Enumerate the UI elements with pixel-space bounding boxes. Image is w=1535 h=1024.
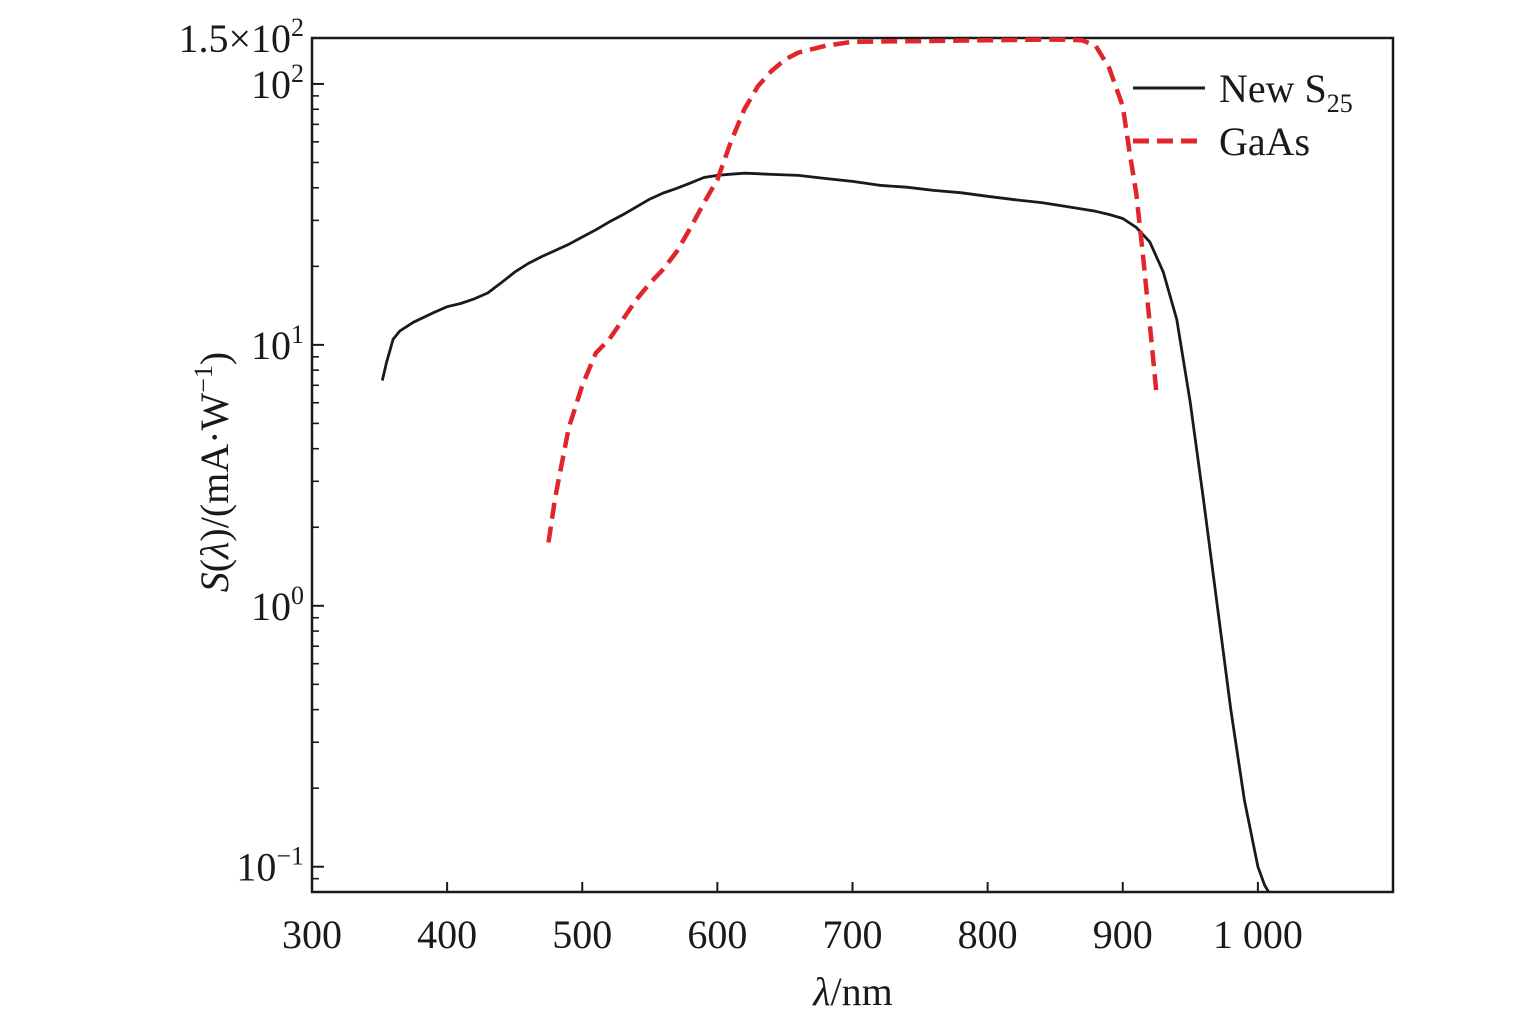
y-axis-paren-open: ( — [192, 559, 237, 572]
x-tick-label: 600 — [687, 912, 747, 957]
x-tick-label: 700 — [823, 912, 883, 957]
y-axis-rest: )/(mA·W — [192, 393, 237, 542]
legend: New S25 GaAs — [1133, 66, 1353, 164]
y-tick-label: 100 — [251, 581, 304, 629]
series-line-gaas — [546, 37, 1159, 543]
y-tick-label: 1.5×102 — [178, 13, 304, 61]
x-tick-label: 900 — [1093, 912, 1153, 957]
y-axis-arg: λ — [192, 542, 237, 560]
y-axis-exponent: −1 — [189, 365, 218, 393]
x-tick-label: 300 — [282, 912, 342, 957]
x-tick-label: 800 — [958, 912, 1018, 957]
x-axis-title: λ/nm — [812, 969, 893, 1014]
series-line-new-s25 — [380, 171, 1270, 893]
y-axis-title: S(λ)/(mA·W−1) — [189, 352, 237, 592]
x-tick-label: 500 — [552, 912, 612, 957]
plot-frame — [310, 36, 1395, 894]
legend-label-new-s25: New S25 — [1219, 66, 1353, 118]
x-axis-symbol: λ — [812, 969, 830, 1014]
y-tick-label: 102 — [251, 59, 304, 107]
x-tick-label: 1 000 — [1213, 912, 1303, 957]
x-tick-label: 400 — [417, 912, 477, 957]
x-axis-unit: /nm — [831, 969, 893, 1014]
y-axis-paren-close: ) — [192, 352, 237, 365]
legend-label-gaas: GaAs — [1219, 119, 1310, 164]
y-tick-label: 101 — [251, 320, 304, 368]
legend-label-new-s25-sub: 25 — [1327, 89, 1353, 118]
y-tick-label: 10−1 — [236, 842, 304, 890]
legend-label-new-s25-main: New S — [1219, 66, 1327, 111]
y-axis-symbol: S — [192, 572, 237, 592]
